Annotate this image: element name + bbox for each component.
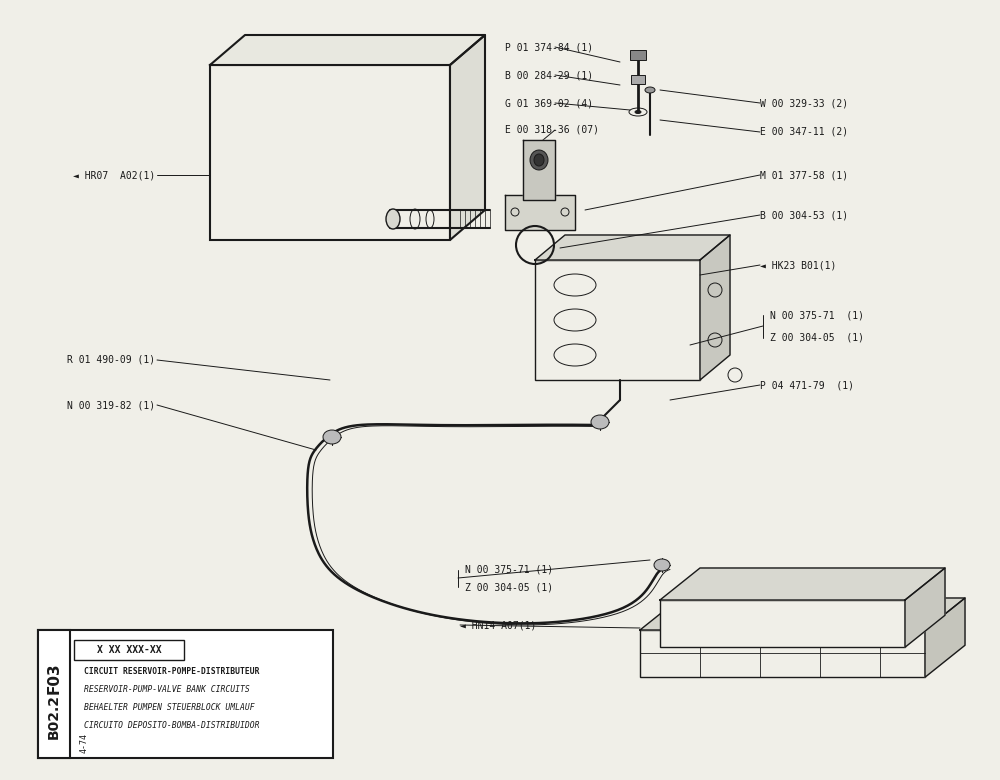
Polygon shape <box>700 235 730 380</box>
Polygon shape <box>660 568 945 600</box>
Text: RESERVOIR-PUMP-VALVE BANK CIRCUITS: RESERVOIR-PUMP-VALVE BANK CIRCUITS <box>84 686 250 694</box>
Text: M 01 377-58 (1): M 01 377-58 (1) <box>760 170 848 180</box>
Ellipse shape <box>654 559 670 571</box>
Bar <box>640 630 925 677</box>
Ellipse shape <box>635 111 641 114</box>
Text: N 00 319-82 (1): N 00 319-82 (1) <box>67 400 155 410</box>
Text: ◄ HN14 A07(1): ◄ HN14 A07(1) <box>460 620 536 630</box>
Text: ◄ HR07  A02(1): ◄ HR07 A02(1) <box>73 170 155 180</box>
Polygon shape <box>450 35 485 240</box>
Polygon shape <box>535 235 730 260</box>
Text: E 00 347-11 (2): E 00 347-11 (2) <box>760 127 848 137</box>
Text: F03: F03 <box>46 662 62 694</box>
Bar <box>210 65 450 240</box>
Bar <box>660 600 905 647</box>
Text: P 04 471-79  (1): P 04 471-79 (1) <box>760 380 854 390</box>
Text: Z 00 304-05  (1): Z 00 304-05 (1) <box>770 333 864 343</box>
Text: W 00 329-33 (2): W 00 329-33 (2) <box>760 98 848 108</box>
Ellipse shape <box>591 415 609 429</box>
Text: CIRCUIT RESERVOIR-POMPE-DISTRIBUTEUR: CIRCUIT RESERVOIR-POMPE-DISTRIBUTEUR <box>84 668 260 676</box>
Bar <box>535 260 700 380</box>
Polygon shape <box>523 140 555 200</box>
Polygon shape <box>505 195 575 230</box>
Text: 4-74: 4-74 <box>80 733 88 753</box>
Polygon shape <box>210 35 485 65</box>
Text: ◄ HK23 B01(1): ◄ HK23 B01(1) <box>760 260 836 270</box>
Text: G 01 369-02 (4): G 01 369-02 (4) <box>505 98 593 108</box>
Bar <box>38 630 333 758</box>
Text: Z 00 304-05 (1): Z 00 304-05 (1) <box>465 582 553 592</box>
Text: P 01 374-84 (1): P 01 374-84 (1) <box>505 42 593 52</box>
Text: N 00 375-71  (1): N 00 375-71 (1) <box>770 310 864 320</box>
Text: B 00 304-53 (1): B 00 304-53 (1) <box>760 210 848 220</box>
Ellipse shape <box>530 150 548 170</box>
Polygon shape <box>905 568 945 647</box>
Ellipse shape <box>645 87 655 93</box>
Text: X XX XXX-XX: X XX XXX-XX <box>97 645 161 655</box>
Ellipse shape <box>534 154 544 166</box>
Text: E 00 318-36 (07): E 00 318-36 (07) <box>505 125 599 135</box>
Text: CIRCUITO DEPOSITO-BOMBA-DISTRIBUIDOR: CIRCUITO DEPOSITO-BOMBA-DISTRIBUIDOR <box>84 722 260 731</box>
Text: R 01 490-09 (1): R 01 490-09 (1) <box>67 355 155 365</box>
Ellipse shape <box>323 430 341 444</box>
Polygon shape <box>925 598 965 677</box>
Text: B02.2: B02.2 <box>47 694 61 739</box>
Bar <box>631 75 645 84</box>
Text: N 00 375-71 (1): N 00 375-71 (1) <box>465 565 553 575</box>
Bar <box>74 640 184 660</box>
Text: BEHAELTER PUMPEN STEUERBLOCK UMLAUF: BEHAELTER PUMPEN STEUERBLOCK UMLAUF <box>84 704 255 712</box>
Polygon shape <box>640 598 965 630</box>
Bar <box>38 630 70 758</box>
Text: B 00 284-29 (1): B 00 284-29 (1) <box>505 70 593 80</box>
Ellipse shape <box>386 209 400 229</box>
Bar <box>630 50 646 60</box>
